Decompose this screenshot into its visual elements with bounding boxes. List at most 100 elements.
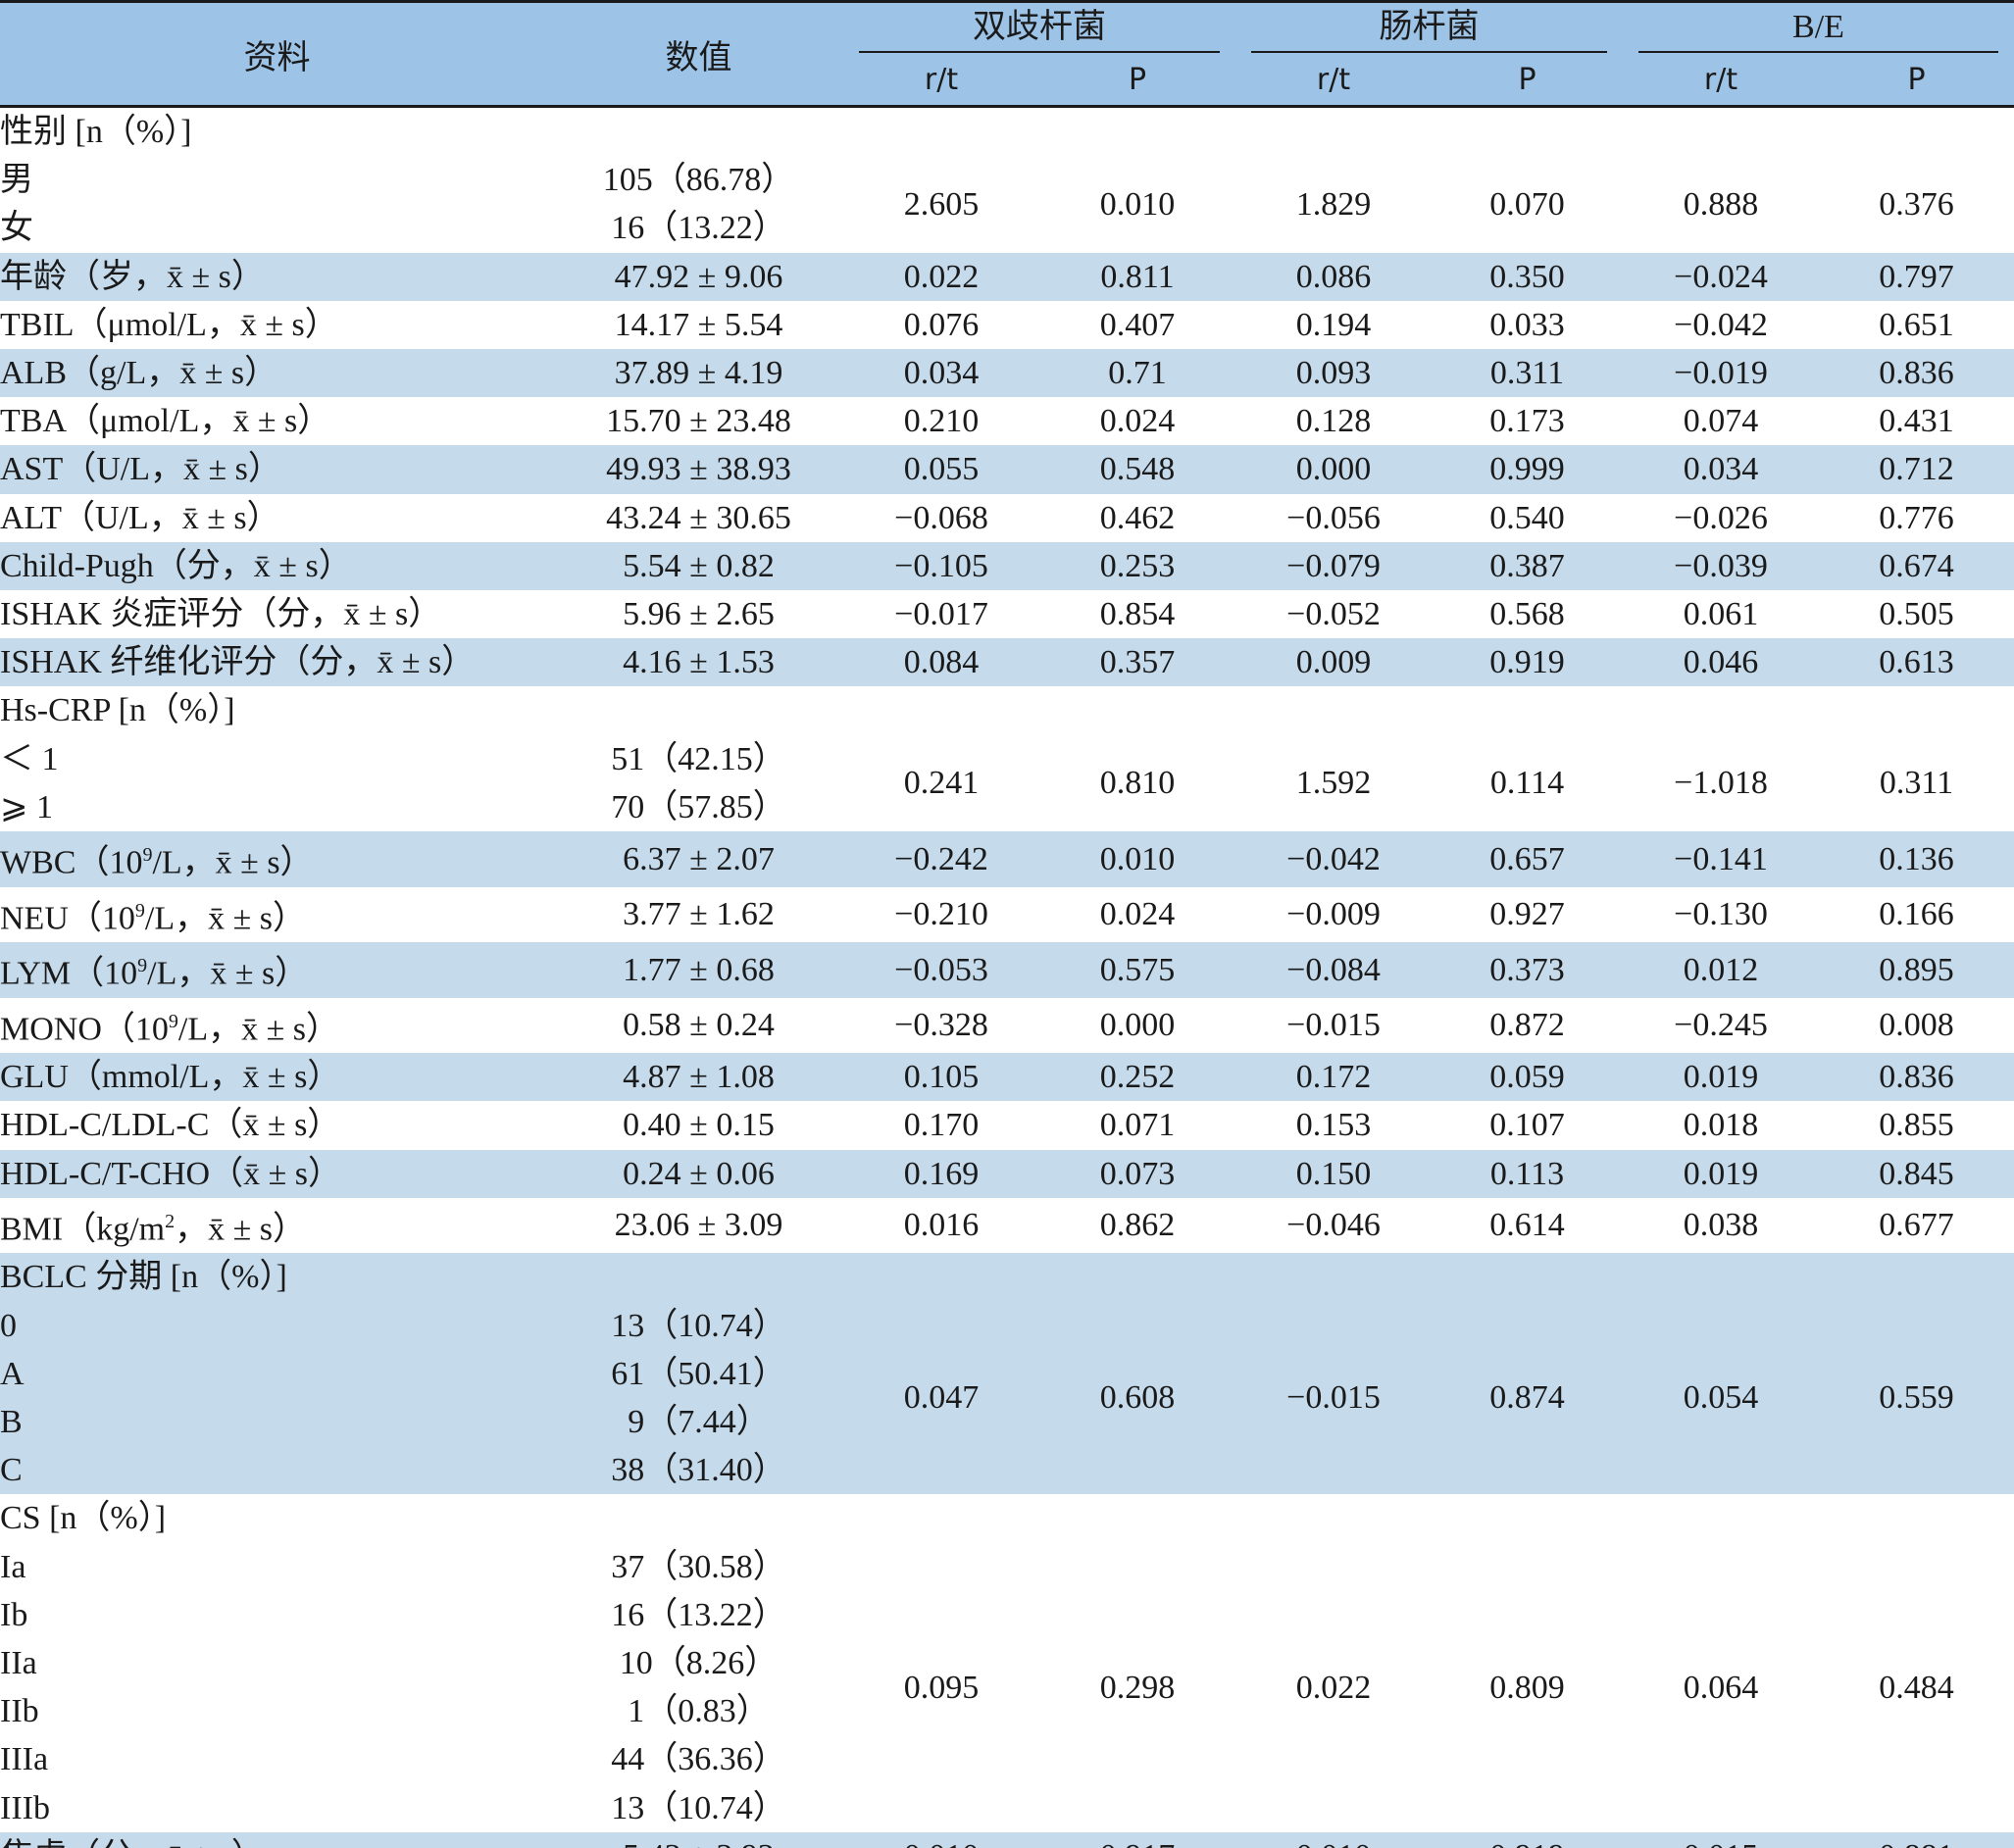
stat-cell: 0.105 [843,1053,1039,1102]
row-label: HDL-C/T-CHO（x̄ ± s） [0,1149,554,1198]
empty-cell [1623,1494,1819,1542]
stat-cell: 0.024 [1099,403,1176,440]
stat-cell: 0.128 [1295,403,1372,440]
table-row-cs-item: IIIb 13（10.74） [0,1784,2014,1832]
stat-cell: 0.311 [1432,349,1623,398]
row-label: Hs-CRP [n（%）] [0,692,235,729]
empty-cell [1819,107,2014,157]
row-value: 37（30.58） [611,1548,786,1585]
stat-cell: −0.042 [1235,831,1432,887]
stat-cell: −0.026 [1674,499,1768,536]
stat-cell: −0.328 [894,1007,988,1044]
stat-cell: −0.039 [1623,541,1819,591]
row-value [554,1494,843,1542]
row-label: 性别 [n（%）] [0,114,192,150]
stat-cell: 0.061 [1683,596,1759,633]
stat-cell: 0.311 [1879,765,1954,802]
row-sublabel: ＜ 1 [0,740,59,777]
stat-cell: −0.242 [843,831,1039,887]
table-row-cs-item: IIa 10（8.26） [0,1639,2014,1687]
stat-cell: 0.172 [1235,1053,1432,1102]
table-row-hscrp-item: ⩾ 1 70（57.85） [0,783,2014,831]
table-row-hdl_ldl: HDL-C/LDL-C（x̄ ± s） 0.40 ± 0.15 0.170 0.071… [0,1101,2014,1149]
stat-cell: 0.019 [1623,1053,1819,1102]
row-sublabel: B [0,1397,554,1447]
stat-cell: 0.074 [1683,403,1759,440]
row-value: 70（57.85） [611,788,786,825]
stat-cell: 0.874 [1432,1301,1623,1495]
table-row-cs-item: IIb 1（0.83） [0,1687,2014,1735]
stat-cell: 0.107 [1489,1107,1565,1144]
empty-cell [1819,1253,2014,1302]
empty-cell [1623,107,1819,157]
stat-cell: 0.712 [1819,445,2014,494]
table-row-cs-item: Ib 16（13.22） [0,1591,2014,1639]
label-part: /L，x̄ ± s） [144,899,306,936]
label-part: BMI（kg/m [0,1211,166,1248]
stat-cell: 0.373 [1432,942,1623,998]
stat-cell: −0.019 [1623,349,1819,398]
stat-cell: 0.024 [1099,896,1176,933]
stat-cell: −0.084 [1235,942,1432,998]
stat-cell: 0.776 [1879,499,1954,536]
row-value: 51（42.15） [611,740,786,777]
table-row-hscrp-item: ＜ 1 51（42.15） 0.241 0.810 1.592 0.114 −1.018 0.… [0,735,2014,802]
table-row-ast: AST（U/L，x̄ ± s） 49.93 ± 38.93 0.055 0.548 0.… [0,445,2014,494]
table-row-hdl_tcho: HDL-C/T-CHO（x̄ ± s） 0.24 ± 0.06 0.169 0.073… [0,1149,2014,1198]
stat-cell: 0.484 [1879,1669,1954,1706]
stat-cell: 0.810 [1099,765,1176,802]
stat-cell: 0.241 [903,765,980,802]
row-label: ALB（g/L，x̄ ± s） [0,349,554,398]
stat-cell: 0.253 [1039,541,1235,591]
stat-cell: 0.166 [1879,896,1954,933]
row-value: 43.24 ± 30.65 [606,499,791,536]
stat-cell: −0.068 [894,499,988,536]
row-sublabel: 女 [0,210,33,247]
stat-cell: 0.170 [903,1107,980,1144]
stat-cell: 0.575 [1039,942,1235,998]
row-value: 1.77 ± 0.68 [554,942,843,998]
empty-cell [1432,686,1623,734]
header-group-bifido: 双歧杆菌 [843,1,1235,54]
table-row-sex-item: 女 16（13.22） [0,204,2014,252]
stat-cell: 0.153 [1295,1107,1372,1144]
stat-cell: 0.046 [1623,638,1819,687]
table-row-bmi: BMI（kg/m2，x̄ ± s） 23.06 ± 3.09 0.016 0.862 −… [0,1198,2014,1254]
stat-cell: 0.357 [1039,638,1235,687]
row-value: 47.92 ± 9.06 [554,252,843,301]
stat-cell: 0.613 [1819,638,2014,687]
stat-cell: 0.836 [1819,1053,2014,1102]
header-shuzhi: 数值 [554,1,843,107]
row-label: MONO（109/L，x̄ ± s） [0,998,554,1054]
table-row-alt: ALT（U/L，x̄ ± s） 43.24 ± 30.65 −0.068 0.462 −… [0,494,2014,542]
label-superscript: 9 [142,844,153,867]
empty-cell [1623,686,1819,734]
stat-cell: 0.811 [1039,252,1235,301]
row-sublabel: C [0,1446,554,1495]
table-row-bclc-item: C 38（31.40） [0,1446,2014,1495]
stat-cell: 0.657 [1432,831,1623,887]
row-value: 5.54 ± 0.82 [554,541,843,591]
stat-cell: 0.086 [1235,252,1432,301]
stat-cell: 0.999 [1432,445,1623,494]
stat-cell: 0.568 [1489,596,1565,633]
stat-cell: 0.010 [1039,831,1235,887]
row-label: NEU（109/L，x̄ ± s） [0,887,554,943]
stat-cell: 2.605 [903,185,980,223]
stat-cell: 0.854 [1099,596,1176,633]
empty-cell [1235,1253,1432,1302]
header-row-sub: r/t P r/t P r/t P [0,54,2014,107]
header-group-be: B/E [1623,1,2014,54]
table-row-age: 年龄（岁，x̄ ± s） 47.92 ± 9.06 0.022 0.811 0.086 0… [0,252,2014,301]
stat-cell: 0.836 [1819,349,2014,398]
empty-cell [1235,107,1432,157]
stat-cell: 0.872 [1489,1007,1565,1044]
stat-cell: 0.093 [1235,349,1432,398]
stat-cell: 1.829 [1295,185,1372,223]
header-sub-rt: r/t [843,54,1039,107]
row-value: 9（7.44） [554,1397,843,1447]
stat-cell: 0.505 [1879,596,1954,633]
label-part: /L，x̄ ± s） [177,1010,340,1047]
stat-cell: 0.809 [1489,1669,1565,1706]
